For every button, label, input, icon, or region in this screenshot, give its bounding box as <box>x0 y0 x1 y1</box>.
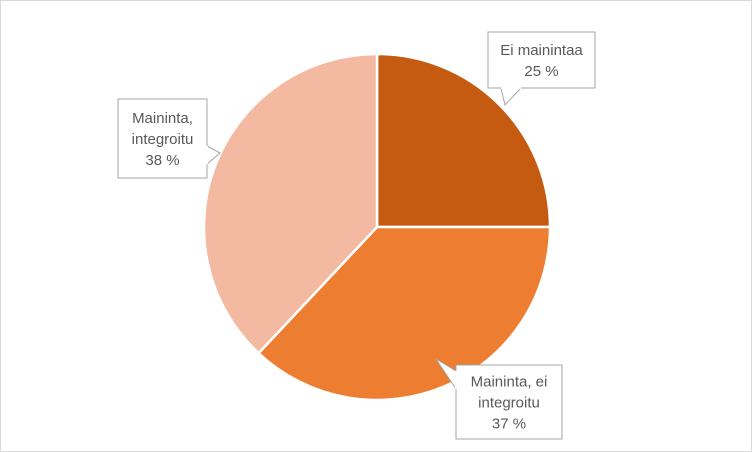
slice-category-label: Maininta, ei <box>471 374 548 391</box>
slice-value-label: 38 % <box>145 152 179 169</box>
pie-slice-3 <box>202 52 379 355</box>
callout-box <box>487 31 596 89</box>
data-label-callout-3: Maininta, integroitu 38 % <box>117 98 221 179</box>
slice-category-label: integroitu <box>478 395 540 412</box>
slice-value-label: 25 % <box>524 63 558 80</box>
slices-layer <box>202 52 552 402</box>
pie-slice-1 <box>375 52 552 229</box>
callout-pointer <box>500 87 523 107</box>
slice-value-label: 37 % <box>492 416 526 433</box>
callout-box <box>117 98 208 179</box>
slice-category-label: Ei mainintaa <box>500 42 583 59</box>
data-label-callout-1: Ei mainintaa 25 % <box>487 31 596 107</box>
slice-category-label: Maininta, <box>132 110 193 127</box>
data-label-callout-2: Maininta, ei integroitu 37 % <box>435 358 563 440</box>
labels-layer: Ei mainintaa 25 % Maininta, ei integroitu 37… <box>117 31 596 440</box>
callout-box <box>455 364 563 440</box>
slice-category-label: integroitu <box>132 131 194 148</box>
pie-slice-2 <box>257 225 552 402</box>
